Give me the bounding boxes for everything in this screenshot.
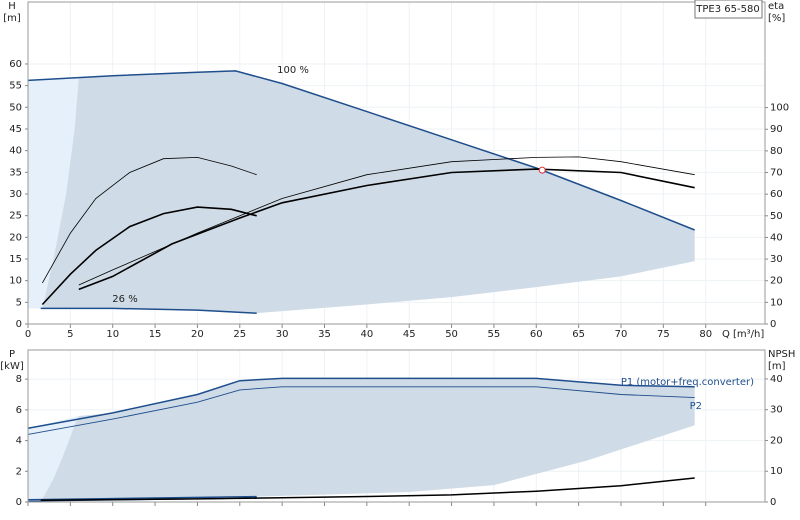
x-tick-label: 45 bbox=[403, 329, 416, 340]
y-tick-label: 55 bbox=[9, 81, 22, 92]
y-tick-label: 60 bbox=[9, 59, 22, 70]
x-tick-label: 30 bbox=[276, 329, 289, 340]
x-axis-unit: [m³/h] bbox=[733, 329, 764, 340]
x-tick-label: 40 bbox=[360, 329, 373, 340]
y2-tick-label: 40 bbox=[770, 374, 783, 385]
x-tick-label: 5 bbox=[67, 329, 73, 340]
region-light bbox=[28, 76, 79, 309]
y-axis-unit: [kW] bbox=[0, 361, 24, 372]
y2-tick-label: 20 bbox=[770, 435, 783, 446]
x-tick-label: 10 bbox=[106, 329, 119, 340]
y-axis-label: P bbox=[9, 349, 15, 360]
region-light bbox=[28, 416, 79, 500]
y-axis-label: H bbox=[8, 1, 16, 12]
y-tick-label: 30 bbox=[9, 189, 22, 200]
y2-tick-label: 30 bbox=[770, 405, 783, 416]
curve bbox=[40, 477, 695, 501]
y-tick-label: 15 bbox=[9, 254, 22, 265]
x-tick-label: 65 bbox=[572, 329, 585, 340]
y2-tick-label: 0 bbox=[770, 497, 776, 508]
y-tick-label: 45 bbox=[9, 124, 22, 135]
x-tick-label: 55 bbox=[488, 329, 501, 340]
y-axis-unit: [m] bbox=[3, 13, 21, 24]
y-tick-label: 25 bbox=[9, 211, 22, 222]
x-tick-label: 70 bbox=[615, 329, 628, 340]
y-tick-label: 10 bbox=[9, 276, 22, 287]
y2-axis-unit: [m] bbox=[768, 361, 786, 372]
x-tick-label: 35 bbox=[318, 329, 331, 340]
x-tick-label: 0 bbox=[25, 329, 31, 340]
curve bbox=[78, 156, 695, 286]
plot-frame bbox=[27, 349, 766, 503]
y2-tick-label: 50 bbox=[770, 211, 783, 222]
x-tick-label: 80 bbox=[699, 329, 712, 340]
y2-tick-label: 20 bbox=[770, 276, 783, 287]
curve bbox=[78, 168, 695, 291]
x-tick-label: 15 bbox=[149, 329, 162, 340]
title-box bbox=[694, 0, 763, 19]
y-tick-label: 4 bbox=[16, 436, 22, 447]
y-tick-label: 50 bbox=[9, 102, 22, 113]
y-tick-label: 5 bbox=[16, 297, 22, 308]
y2-tick-label: 90 bbox=[770, 124, 783, 135]
y-tick-label: 6 bbox=[16, 405, 22, 416]
x-tick-label: 50 bbox=[445, 329, 458, 340]
duty-point bbox=[538, 166, 546, 174]
y2-tick-label: 10 bbox=[770, 297, 783, 308]
y2-tick-label: 10 bbox=[770, 466, 783, 477]
annotation: 100 % bbox=[277, 65, 309, 76]
y-tick-label: 2 bbox=[16, 466, 22, 477]
curve bbox=[40, 307, 257, 314]
x-tick-label: 20 bbox=[191, 329, 204, 340]
y-tick-label: 0 bbox=[16, 319, 22, 330]
curve bbox=[27, 495, 257, 501]
y2-tick-label: 80 bbox=[770, 146, 783, 157]
chart-title: TPE3 65-580 bbox=[695, 4, 759, 15]
y2-tick-label: 40 bbox=[770, 232, 783, 243]
series-label: P1 (motor+freq.converter) bbox=[621, 377, 754, 388]
x-tick-label: 25 bbox=[233, 329, 246, 340]
y2-axis-label: NPSH bbox=[768, 349, 795, 360]
y2-tick-label: 30 bbox=[770, 254, 783, 265]
y-tick-label: 35 bbox=[9, 167, 22, 178]
x-tick-label: 60 bbox=[530, 329, 543, 340]
curve bbox=[42, 156, 257, 284]
y-tick-label: 40 bbox=[9, 146, 22, 157]
curve bbox=[27, 377, 695, 430]
y-tick-label: 0 bbox=[16, 497, 22, 508]
curve bbox=[41, 206, 257, 306]
operating-region bbox=[40, 70, 695, 314]
y2-tick-label: 60 bbox=[770, 189, 783, 200]
plot-frame bbox=[27, 1, 766, 325]
y2-tick-label: 70 bbox=[770, 168, 783, 179]
operating-region bbox=[28, 378, 695, 500]
x-tick-label: 75 bbox=[657, 329, 670, 340]
y2-tick-label: 0 bbox=[770, 319, 776, 330]
x-axis-label: Q bbox=[722, 329, 730, 340]
y2-axis-unit: [%] bbox=[768, 13, 785, 24]
y-tick-label: 20 bbox=[9, 232, 22, 243]
y2-tick-label: 100 bbox=[770, 103, 789, 114]
y-tick-label: 8 bbox=[16, 374, 22, 385]
curve bbox=[27, 70, 695, 231]
series-label: P2 bbox=[690, 401, 702, 412]
curve bbox=[27, 386, 695, 435]
y2-axis-label: eta bbox=[768, 1, 784, 12]
annotation: 26 % bbox=[112, 294, 137, 305]
